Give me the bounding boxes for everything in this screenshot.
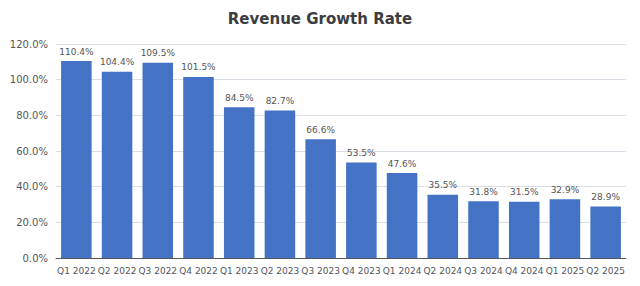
svg-text:82.7%: 82.7%: [266, 96, 295, 106]
svg-text:Q1 2024: Q1 2024: [383, 266, 422, 276]
svg-text:110.4%: 110.4%: [59, 47, 94, 57]
svg-text:Q2 2024: Q2 2024: [423, 266, 462, 276]
svg-text:40.0%: 40.0%: [16, 181, 48, 192]
svg-text:120.0%: 120.0%: [10, 39, 48, 50]
svg-text:66.6%: 66.6%: [306, 125, 335, 135]
svg-text:47.6%: 47.6%: [388, 159, 417, 169]
svg-text:60.0%: 60.0%: [16, 146, 48, 157]
svg-text:28.9%: 28.9%: [591, 192, 620, 202]
svg-text:0.0%: 0.0%: [23, 253, 48, 264]
svg-text:20.0%: 20.0%: [16, 217, 48, 228]
svg-text:Q4 2023: Q4 2023: [342, 266, 381, 276]
svg-text:Q3 2024: Q3 2024: [464, 266, 503, 276]
svg-text:104.4%: 104.4%: [100, 57, 135, 67]
svg-text:32.9%: 32.9%: [551, 185, 580, 195]
svg-text:Q1 2022: Q1 2022: [57, 266, 96, 276]
svg-text:Revenue Growth Rate: Revenue Growth Rate: [228, 10, 412, 28]
svg-text:Q4 2022: Q4 2022: [179, 266, 218, 276]
svg-text:80.0%: 80.0%: [16, 110, 48, 121]
svg-text:101.5%: 101.5%: [181, 62, 216, 72]
svg-text:Q1 2025: Q1 2025: [546, 266, 585, 276]
svg-text:35.5%: 35.5%: [428, 180, 457, 190]
svg-text:Q1 2023: Q1 2023: [220, 266, 259, 276]
svg-text:31.8%: 31.8%: [469, 187, 498, 197]
svg-text:100.0%: 100.0%: [10, 74, 48, 85]
svg-text:Q4 2024: Q4 2024: [505, 266, 544, 276]
svg-text:84.5%: 84.5%: [225, 93, 254, 103]
svg-text:Q2 2025: Q2 2025: [586, 266, 625, 276]
svg-text:Q2 2023: Q2 2023: [261, 266, 300, 276]
svg-text:Q3 2023: Q3 2023: [301, 266, 340, 276]
svg-text:109.5%: 109.5%: [141, 48, 176, 58]
svg-text:Q2 2022: Q2 2022: [98, 266, 137, 276]
svg-text:31.5%: 31.5%: [510, 187, 539, 197]
svg-text:53.5%: 53.5%: [347, 148, 376, 158]
svg-text:Q3 2022: Q3 2022: [138, 266, 177, 276]
